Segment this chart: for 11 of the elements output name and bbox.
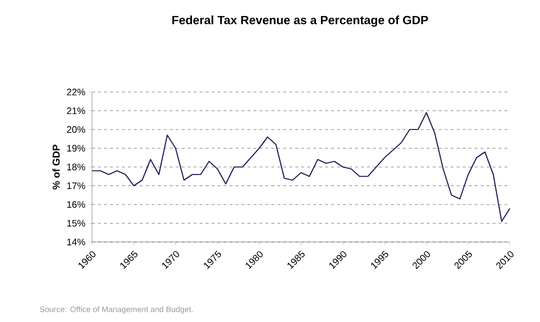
y-tick-label: 15% <box>67 220 86 227</box>
y-tick-label: 17% <box>67 182 86 190</box>
y-tick-label: 19% <box>67 144 86 152</box>
y-tick-label: 16% <box>67 201 86 208</box>
chart-title: Federal Tax Revenue as a Percentage of GDP <box>172 16 428 27</box>
y-axis-title: % of GDP <box>52 144 60 190</box>
y-tick-label: 21% <box>67 107 86 114</box>
y-tick-label: 18% <box>67 164 86 170</box>
y-tick-label: 22% <box>67 88 86 96</box>
y-tick-label: 20% <box>67 126 86 133</box>
y-tick-label: 14% <box>67 238 86 246</box>
